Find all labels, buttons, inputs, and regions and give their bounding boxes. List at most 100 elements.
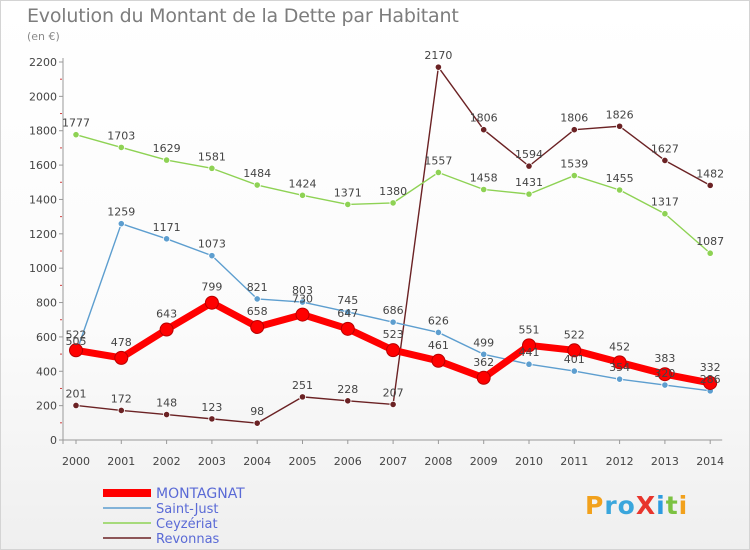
data-label-montagnat: 551	[519, 323, 540, 336]
data-label-ceyz-riat: 1431	[515, 176, 543, 189]
x-tick-label: 2005	[289, 455, 317, 468]
data-point-ceyz-riat	[163, 156, 171, 164]
legend-label-revonnas: Revonnas	[156, 532, 220, 547]
data-point-revonnas	[208, 415, 216, 423]
data-label-saint-just: 626	[428, 314, 449, 327]
data-point-montagnat	[612, 355, 627, 370]
data-point-saint-just	[525, 360, 533, 368]
data-label-revonnas: 1806	[470, 112, 498, 125]
data-point-revonnas	[434, 63, 442, 71]
data-point-ceyz-riat	[570, 171, 578, 180]
data-label-saint-just: 1073	[198, 238, 226, 251]
data-label-montagnat: 478	[111, 336, 132, 349]
data-label-revonnas: 201	[66, 387, 87, 400]
data-point-ceyz-riat	[72, 131, 80, 139]
data-point-saint-just	[117, 220, 125, 228]
data-label-revonnas: 148	[156, 397, 177, 410]
x-tick-label: 2009	[470, 455, 498, 468]
x-tick-label: 2008	[424, 455, 452, 468]
data-point-ceyz-riat	[706, 249, 714, 257]
data-point-saint-just	[661, 381, 669, 389]
data-label-ceyz-riat: 1371	[334, 186, 362, 199]
data-point-saint-just	[434, 328, 442, 337]
y-tick-label: 1400	[29, 193, 57, 206]
y-tick-label: 200	[36, 400, 57, 413]
data-label-ceyz-riat: 1777	[62, 117, 90, 130]
data-label-montagnat: 523	[383, 328, 404, 341]
legend-label-saint-just: Saint-Just	[156, 502, 219, 517]
data-point-ceyz-riat	[298, 191, 307, 199]
data-point-revonnas	[661, 156, 669, 165]
data-point-saint-just	[480, 350, 488, 358]
data-label-revonnas: 1627	[651, 142, 679, 155]
data-label-revonnas: 98	[250, 405, 264, 418]
data-label-montagnat: 332	[700, 361, 721, 374]
data-label-revonnas: 207	[383, 386, 404, 399]
data-label-ceyz-riat: 1087	[696, 235, 724, 248]
data-point-saint-just	[570, 367, 578, 375]
data-point-revonnas	[72, 401, 80, 410]
data-point-ceyz-riat	[615, 186, 624, 194]
data-label-saint-just: 286	[700, 373, 721, 386]
x-tick-label: 2011	[560, 455, 588, 468]
data-label-saint-just: 821	[247, 281, 268, 294]
data-label-saint-just: 1171	[153, 221, 181, 234]
data-point-saint-just	[615, 375, 624, 383]
data-label-ceyz-riat: 1581	[198, 150, 226, 163]
data-label-ceyz-riat: 1484	[243, 167, 271, 180]
data-label-revonnas: 172	[111, 392, 132, 405]
data-point-saint-just	[253, 295, 261, 303]
data-point-revonnas	[117, 406, 125, 415]
data-point-revonnas	[298, 393, 307, 401]
data-point-montagnat	[431, 353, 446, 368]
data-label-montagnat: 647	[337, 307, 358, 320]
data-label-saint-just: 686	[383, 304, 404, 317]
data-label-montagnat: 730	[292, 293, 313, 306]
data-label-saint-just: 499	[473, 336, 494, 349]
data-point-montagnat	[476, 370, 491, 385]
data-point-revonnas	[615, 122, 624, 130]
x-tick-label: 2013	[651, 455, 679, 468]
data-point-montagnat	[657, 367, 672, 382]
data-labels: 201 172 148 123 98 251 228 207 2170 1806 1594 1806 1…	[62, 49, 724, 418]
data-label-ceyz-riat: 1455	[606, 172, 634, 185]
x-tick-label: 2010	[515, 455, 543, 468]
data-point-revonnas	[480, 126, 488, 134]
y-tick-label: 400	[36, 365, 57, 378]
x-tick-label: 2003	[198, 455, 226, 468]
y-tick-label: 600	[36, 331, 57, 344]
data-label-saint-just: 320	[654, 367, 675, 380]
x-tick-label: 2014	[696, 455, 724, 468]
data-point-montagnat	[159, 322, 174, 337]
data-point-montagnat	[250, 319, 265, 334]
data-label-ceyz-riat: 1380	[379, 185, 407, 198]
data-label-ceyz-riat: 1539	[560, 158, 588, 171]
data-label-revonnas: 228	[337, 383, 358, 396]
x-tick-label: 2012	[606, 455, 634, 468]
data-label-revonnas: 2170	[424, 49, 452, 62]
data-point-montagnat	[114, 350, 129, 365]
legend-label-ceyz-riat: Ceyzériat	[156, 517, 218, 532]
data-point-saint-just	[298, 298, 307, 306]
x-tick-label: 2002	[153, 455, 181, 468]
data-label-montagnat: 643	[156, 308, 177, 321]
data-point-revonnas	[163, 410, 171, 419]
axes: 0 200 400 600 800 1000 1200 1400 1600 1800 2000 220…	[29, 56, 724, 468]
data-label-montagnat: 461	[428, 339, 449, 352]
y-tick-label: 2000	[29, 90, 57, 103]
data-label-revonnas: 1806	[560, 112, 588, 125]
data-label-montagnat: 799	[201, 281, 222, 294]
data-point-ceyz-riat	[389, 199, 397, 207]
data-label-ceyz-riat: 1557	[424, 154, 452, 167]
data-label-montagnat: 452	[609, 340, 630, 353]
data-label-ceyz-riat: 1317	[651, 196, 679, 209]
data-point-revonnas	[344, 397, 352, 405]
data-label-saint-just: 803	[292, 284, 313, 297]
data-label-ceyz-riat: 1458	[470, 171, 498, 184]
data-label-saint-just: 441	[519, 346, 540, 359]
data-label-saint-just: 745	[337, 294, 358, 307]
data-label-montagnat: 383	[654, 352, 675, 365]
data-label-saint-just: 354	[609, 361, 630, 374]
